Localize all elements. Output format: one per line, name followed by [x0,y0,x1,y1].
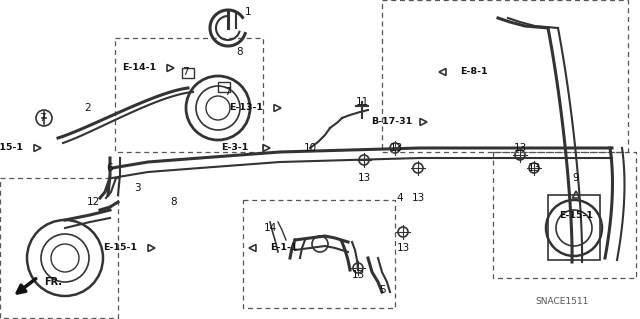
Text: 10: 10 [303,143,317,153]
Bar [243,200,395,308]
Text: SNACE1511: SNACE1511 [535,298,589,307]
Text: E-8-1: E-8-1 [460,68,488,77]
Text: 13: 13 [389,143,403,153]
Text: 8: 8 [237,47,243,57]
Text: 8: 8 [171,197,177,207]
Text: 2: 2 [84,103,92,113]
Text: E-15-1: E-15-1 [103,243,137,253]
Text: 13: 13 [527,163,541,173]
Text: 5: 5 [379,285,385,295]
Bar [182,68,194,78]
Text: E-3-1: E-3-1 [221,144,249,152]
Text: 3: 3 [134,183,140,193]
Text: 1: 1 [244,7,252,17]
Bar [382,0,628,152]
Text: 13: 13 [412,193,424,203]
Text: 4: 4 [397,193,403,203]
Bar [218,82,230,92]
Bar [493,152,636,278]
Text: E-15-1: E-15-1 [559,211,593,220]
Bar [0,178,118,318]
Text: 13: 13 [351,270,365,280]
Text: 14: 14 [264,223,276,233]
Text: 7: 7 [182,67,188,77]
Text: 11: 11 [355,97,369,107]
Text: E-14-1: E-14-1 [122,63,156,72]
Bar [115,38,263,152]
Text: 13: 13 [357,173,371,183]
Text: B-17-31: B-17-31 [371,117,413,127]
Text: 9: 9 [573,173,579,183]
Text: E-1-1: E-1-1 [270,243,298,253]
Bar [548,195,600,260]
Text: 12: 12 [86,197,100,207]
Text: E-15-1: E-15-1 [0,144,23,152]
Text: 6: 6 [107,163,113,173]
Text: FR.: FR. [44,277,62,287]
Text: E-13-1: E-13-1 [229,103,263,113]
Text: 13: 13 [396,243,410,253]
Text: 13: 13 [513,143,527,153]
Text: 7: 7 [38,113,45,123]
Text: 7: 7 [224,87,230,97]
